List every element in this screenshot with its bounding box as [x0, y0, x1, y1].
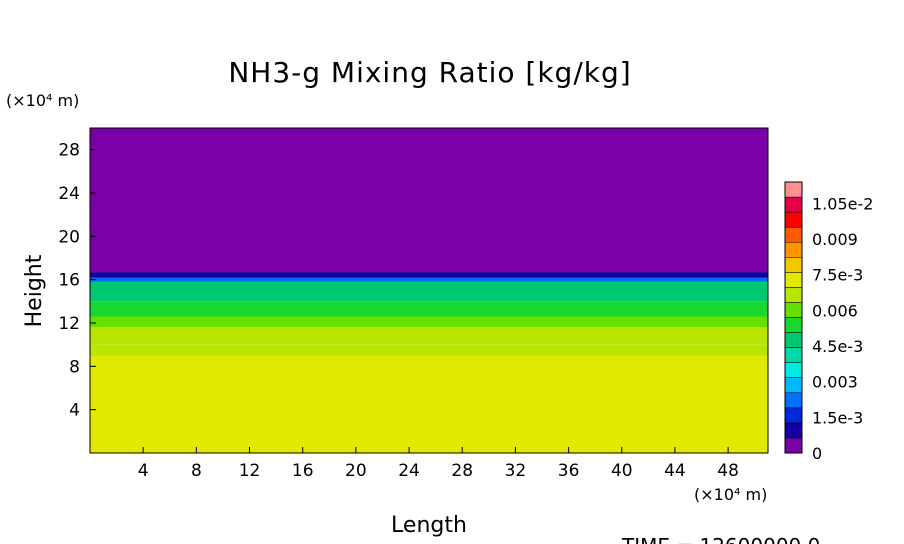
x-axis-ticks: 4 8 12 16 20 24 28 32 36 40 44 48 [138, 447, 739, 481]
y-tick-label: 24 [58, 184, 80, 204]
x-tick-label: 8 [191, 461, 202, 481]
x-tick-label: 20 [345, 461, 367, 481]
time-readout: TIME = 12600000.0 [621, 534, 820, 544]
field-band-0 [90, 355, 768, 453]
x-tick-label: 16 [292, 461, 314, 481]
x-tick-label: 28 [451, 461, 473, 481]
colorbar-swatch [784, 392, 803, 409]
colorbar-tick-label: 0.003 [812, 373, 858, 392]
field-band-6 [90, 277, 768, 282]
y-tick-label: 8 [69, 357, 80, 377]
field-band-4 [90, 301, 768, 317]
x-tick-label: 32 [505, 461, 527, 481]
y-tick-label: 4 [69, 401, 80, 421]
colorbar-swatch [784, 272, 803, 288]
x-axis-label: Length [391, 513, 467, 538]
chart-title: NH3-g Mixing Ratio [kg/kg] [228, 56, 631, 89]
y-tick-label: 16 [58, 271, 80, 291]
field-band-2 [90, 327, 768, 345]
y-tick-label: 20 [58, 227, 80, 247]
colorbar-tick-label: 1.05e-2 [812, 194, 873, 213]
colorbar-tick-label: 4.5e-3 [812, 337, 863, 356]
colorbar-swatch [784, 347, 803, 363]
x-tick-label: 48 [717, 461, 739, 481]
field-band-3 [90, 316, 768, 328]
y-tick-label: 12 [58, 314, 80, 334]
x-tick-label: 4 [138, 461, 149, 481]
colorbar [784, 181, 803, 454]
y-tick-label: 28 [58, 141, 80, 161]
colorbar-swatch [784, 287, 803, 303]
heatmap-field [90, 128, 768, 453]
colorbar-tick-label: 0 [812, 444, 822, 463]
colorbar-swatch [784, 437, 803, 454]
field-band-7 [90, 272, 768, 278]
field-band-5 [90, 281, 768, 302]
field-band-8 [90, 128, 768, 273]
colorbar-swatch [784, 181, 803, 198]
colorbar-swatch [784, 257, 803, 273]
colorbar-swatch [784, 211, 803, 228]
colorbar-swatch [784, 362, 803, 378]
colorbar-swatch [784, 317, 803, 333]
field-band-1 [90, 344, 768, 356]
colorbar-tick-label: 1.5e-3 [812, 408, 863, 427]
colorbar-swatch [784, 377, 803, 394]
colorbar-tick-label: 7.5e-3 [812, 266, 863, 285]
colorbar-ticks: 0 1.5e-3 0.003 4.5e-3 0.006 7.5e-3 0.009 1.05e-… [812, 194, 873, 463]
x-tick-label: 24 [398, 461, 420, 481]
colorbar-tick-label: 0.006 [812, 301, 858, 320]
y-axis-label: Height [22, 254, 47, 327]
x-tick-label: 36 [558, 461, 580, 481]
colorbar-swatch [784, 226, 803, 243]
colorbar-swatch [784, 407, 803, 424]
x-axis-unit: (×10⁴ m) [694, 485, 767, 504]
y-axis-unit: (×10⁴ m) [6, 91, 79, 110]
y-axis-ticks: 4 8 12 16 20 24 28 [58, 141, 96, 421]
x-tick-label: 44 [664, 461, 686, 481]
x-tick-label: 40 [611, 461, 633, 481]
x-tick-label: 12 [239, 461, 261, 481]
plot-frame [89, 127, 769, 454]
colorbar-tick-label: 0.009 [812, 230, 858, 249]
colorbar-swatch [784, 196, 803, 213]
colorbar-swatch [784, 332, 803, 348]
colorbar-swatch [784, 422, 803, 439]
colorbar-frame [784, 181, 803, 454]
colorbar-swatch [784, 241, 803, 258]
colorbar-swatch [784, 302, 803, 318]
